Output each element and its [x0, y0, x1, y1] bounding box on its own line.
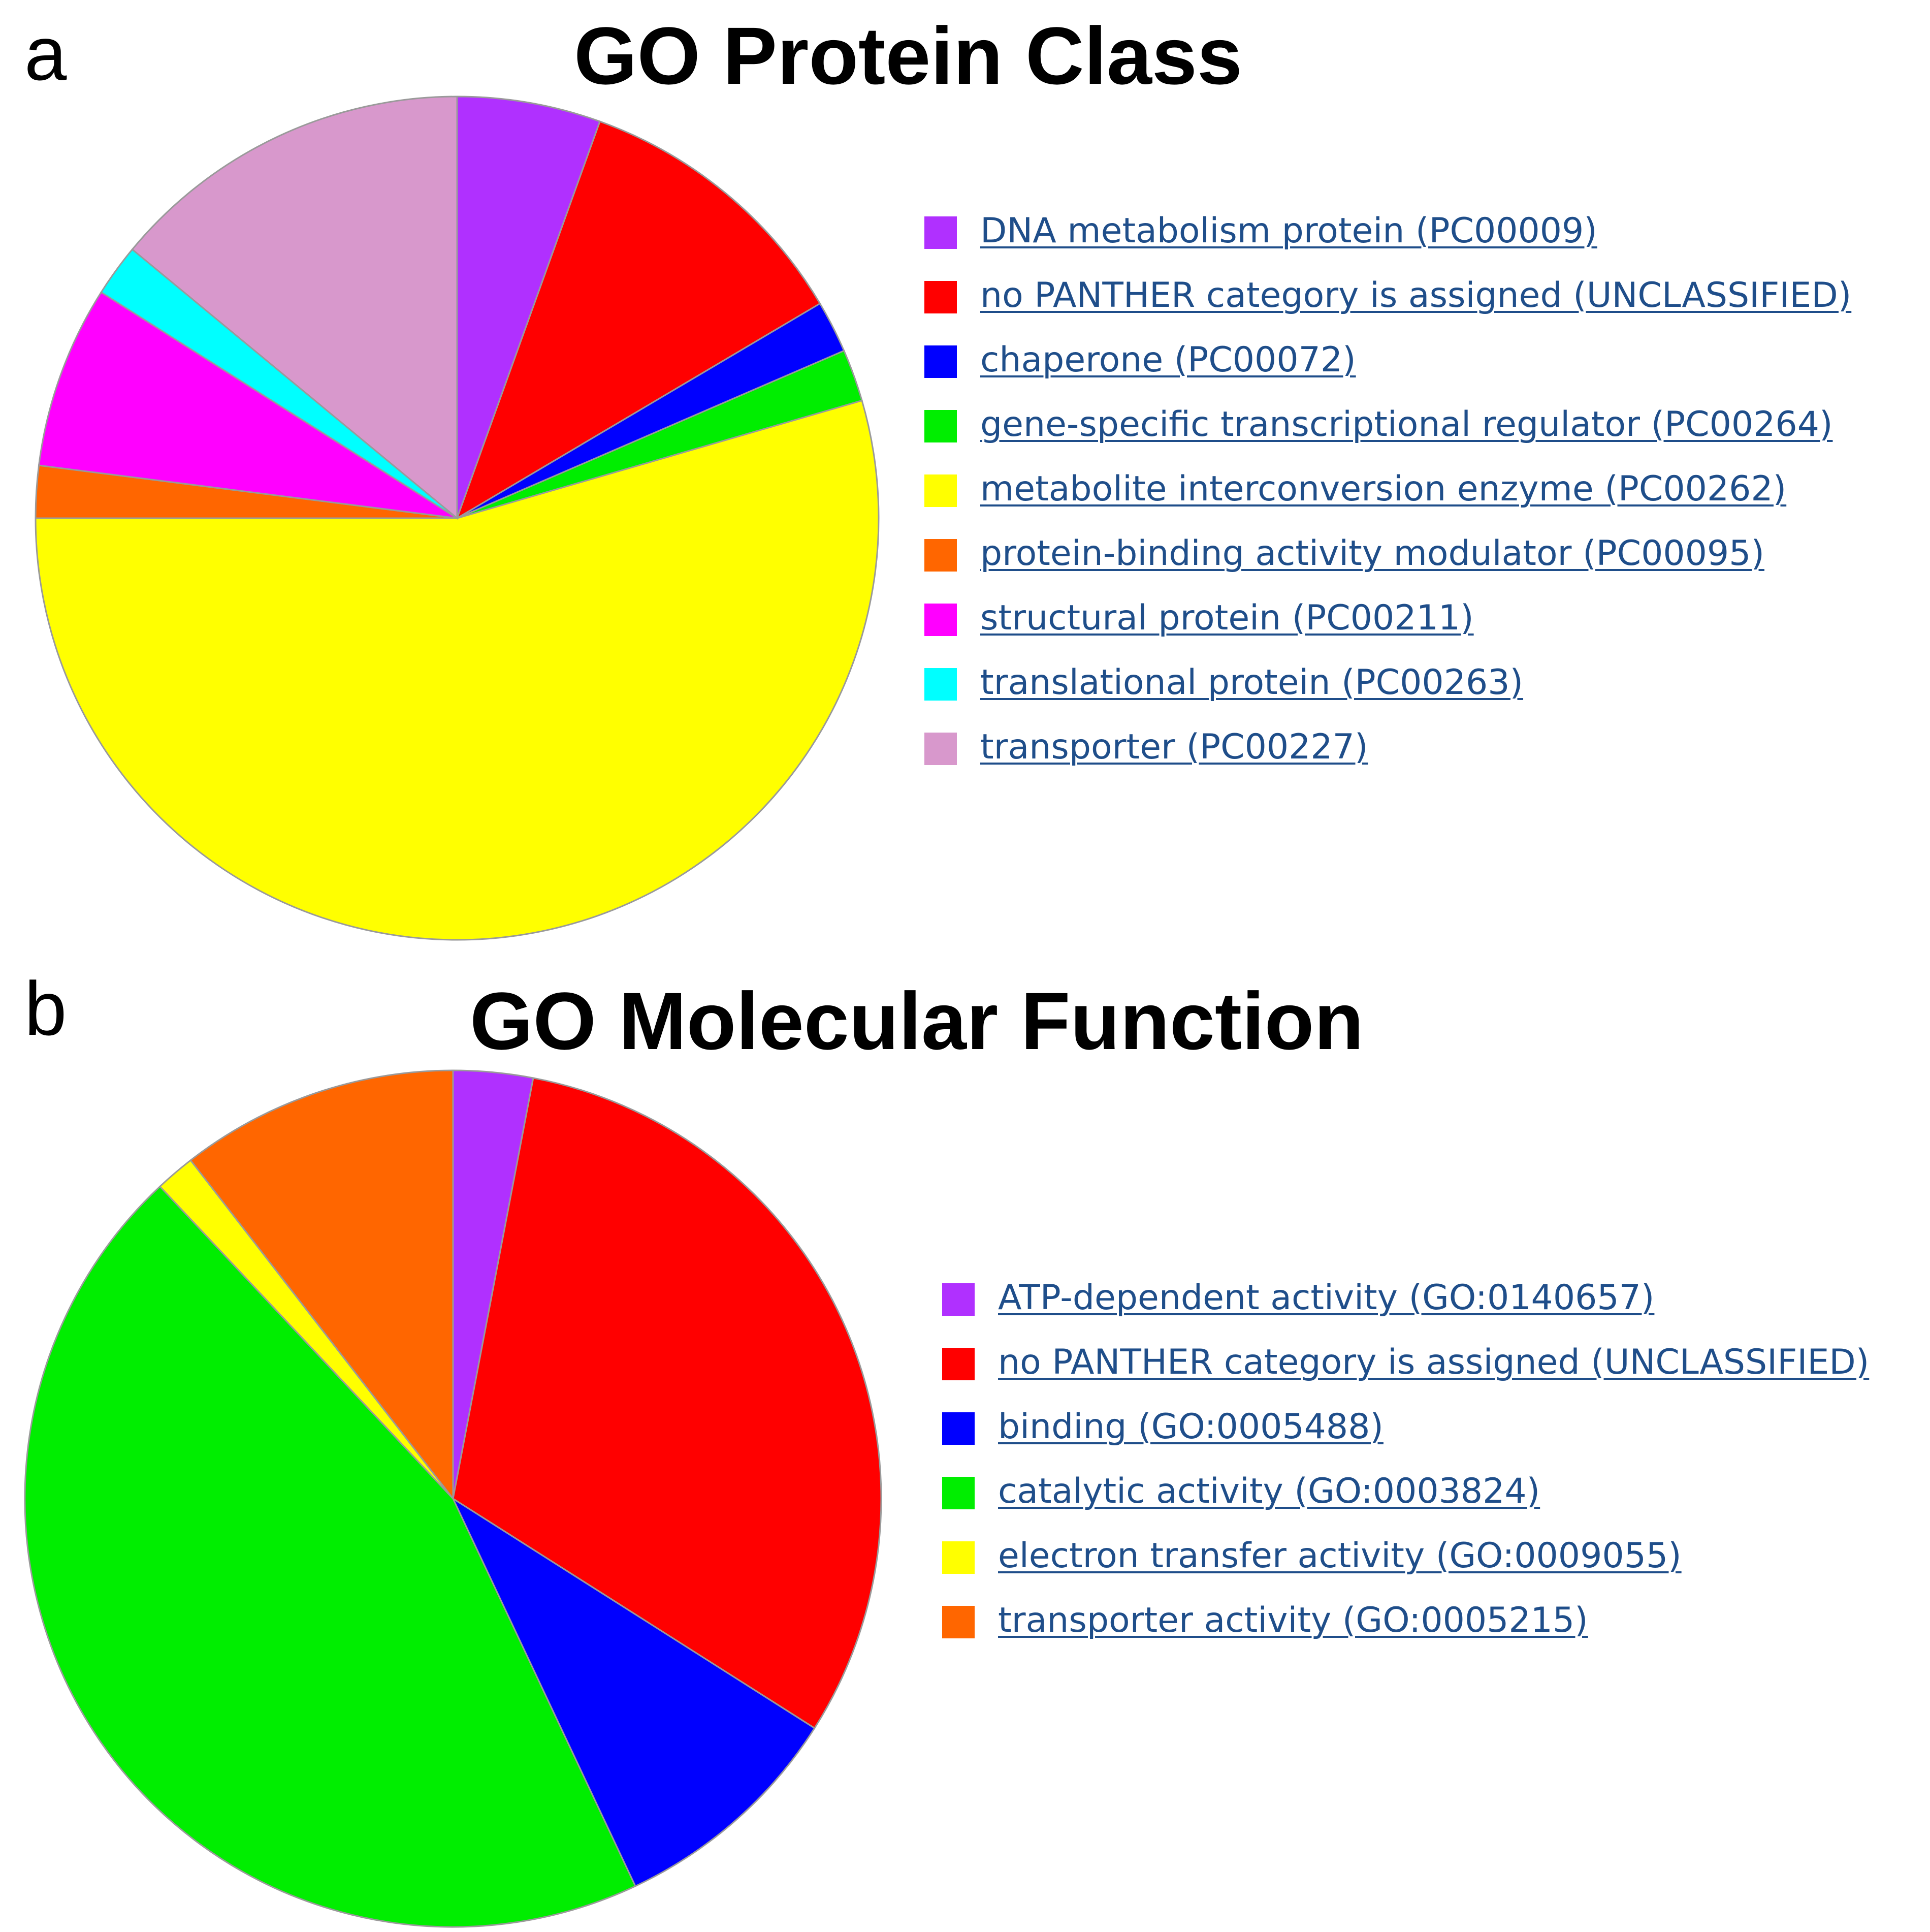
- legend-swatch-4: [924, 474, 957, 507]
- legend-swatch-7: [924, 668, 957, 701]
- legend-link-0[interactable]: DNA metabolism protein (PC00009): [980, 211, 1597, 251]
- pie-slice-8[interactable]: [131, 96, 458, 520]
- legend-swatch-3: [924, 410, 957, 442]
- legend-link-4[interactable]: metabolite interconversion enzyme (PC002…: [980, 469, 1787, 509]
- legend-swatch-0: [924, 216, 957, 249]
- pie-chart-protein-class: [35, 96, 880, 941]
- legend-swatch-6: [924, 604, 957, 636]
- legend-swatch-4: [942, 1541, 975, 1574]
- legend-link-0[interactable]: ATP-dependent activity (GO:0140657): [998, 1278, 1655, 1318]
- legend-swatch-5: [924, 539, 957, 572]
- legend-link-6[interactable]: structural protein (PC00211): [980, 598, 1474, 638]
- legend-link-2[interactable]: chaperone (PC00072): [980, 340, 1356, 380]
- legend-link-5[interactable]: transporter activity (GO:0005215): [998, 1600, 1588, 1640]
- chart-title-molecular-function: GO Molecular Function: [470, 975, 1364, 1066]
- panel-a: a GO Protein Class DNA metabolism protei…: [0, 0, 1930, 960]
- legend-swatch-0: [942, 1283, 975, 1316]
- pie-slice-1[interactable]: [456, 120, 821, 520]
- pie-slice-2[interactable]: [451, 1496, 816, 1887]
- pie-slice-3[interactable]: [24, 1185, 636, 1928]
- panel-letter-a: a: [24, 11, 67, 96]
- pie-chart-molecular-function: [24, 1069, 882, 1928]
- legend-link-5[interactable]: protein-binding activity modulator (PC00…: [980, 533, 1764, 574]
- legend-link-4[interactable]: electron transfer activity (GO:0009055): [998, 1536, 1682, 1576]
- legend-link-8[interactable]: transporter (PC00227): [980, 727, 1368, 767]
- panel-letter-b: b: [24, 966, 67, 1051]
- panel-b: b GO Molecular Function ATP-dependent ac…: [0, 960, 1930, 1932]
- legend-swatch-8: [924, 733, 957, 765]
- pie-slice-6[interactable]: [38, 291, 458, 519]
- legend-link-2[interactable]: binding (GO:0005488): [998, 1407, 1384, 1447]
- legend-swatch-5: [942, 1606, 975, 1638]
- legend-link-1[interactable]: no PANTHER category is assigned (UNCLASS…: [980, 275, 1852, 315]
- legend-swatch-2: [942, 1412, 975, 1445]
- chart-title-protein-class: GO Protein Class: [574, 10, 1242, 101]
- legend-swatch-3: [942, 1477, 975, 1509]
- legend-swatch-2: [924, 345, 957, 378]
- pie-slice-4[interactable]: [35, 399, 880, 941]
- legend-link-1[interactable]: no PANTHER category is assigned (UNCLASS…: [998, 1342, 1870, 1382]
- legend-link-3[interactable]: catalytic activity (GO:0003824): [998, 1471, 1540, 1511]
- legend-link-7[interactable]: translational protein (PC00263): [980, 662, 1524, 703]
- legend-swatch-1: [924, 281, 957, 313]
- legend-link-3[interactable]: gene-specific transcriptional regulator …: [980, 404, 1833, 445]
- legend-swatch-1: [942, 1348, 975, 1380]
- pie-slice-1[interactable]: [452, 1077, 882, 1729]
- pie-slice-0[interactable]: [456, 96, 601, 519]
- pie-slice-5[interactable]: [189, 1069, 454, 1501]
